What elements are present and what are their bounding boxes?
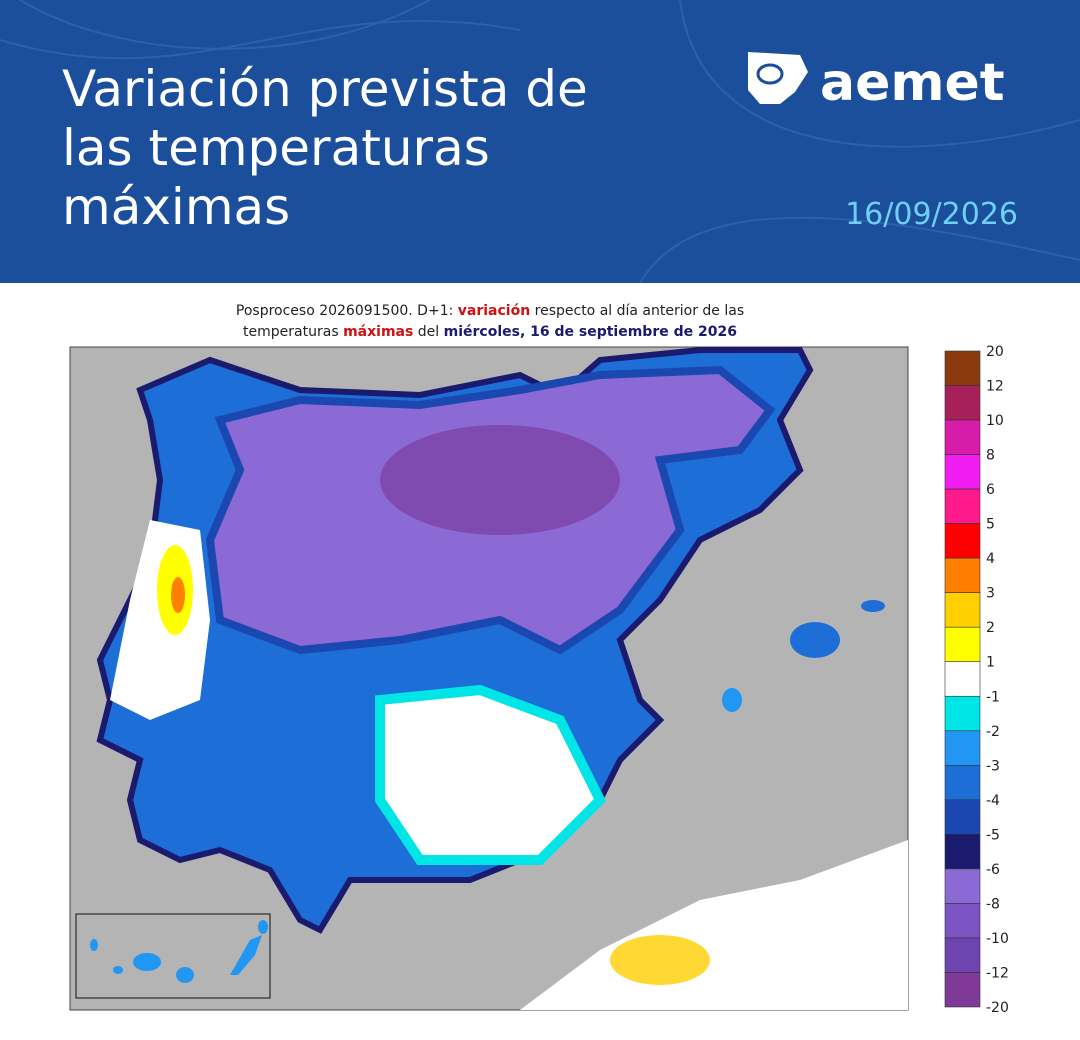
map	[69, 346, 909, 1011]
white-region	[375, 684, 607, 865]
orange-area	[171, 577, 185, 613]
legend-swatch	[944, 868, 981, 904]
legend-label: 4	[986, 551, 995, 567]
legend-label: -3	[986, 758, 1000, 774]
yellow-africa	[610, 935, 710, 985]
dark-purple-region	[380, 425, 620, 535]
subtitle-part: miércoles, 16 de septiembre de 2026	[444, 324, 737, 340]
logo: aemet	[748, 52, 1005, 113]
legend-label: -8	[986, 896, 1000, 912]
legend-label: 12	[986, 379, 1004, 395]
logo-icon-swirl	[756, 63, 784, 85]
legend-label: 1	[986, 655, 995, 671]
subtitle-part: del	[418, 324, 439, 340]
ibiza	[722, 688, 742, 712]
legend-swatch	[944, 419, 981, 455]
legend-swatch	[944, 350, 981, 386]
legend-swatch	[944, 765, 981, 801]
title-line: Variación prevista de	[62, 60, 588, 118]
subtitle-part: temperaturas	[243, 324, 339, 340]
date: 16/09/2026	[845, 197, 1018, 232]
legend-label: -4	[986, 793, 1000, 809]
legend-label: 2	[986, 620, 995, 636]
legend-label: 6	[986, 482, 995, 498]
header-decor	[0, 0, 1080, 284]
legend-swatch	[944, 937, 981, 973]
legend-label: -12	[986, 965, 1009, 981]
legend-swatch	[944, 385, 981, 421]
legend-swatch	[944, 972, 981, 1008]
subtitle-part: Posproceso 2026091500. D+1:	[236, 303, 453, 319]
legend-label: 10	[986, 413, 1004, 429]
subtitle-part: máximas	[343, 324, 413, 340]
map-subtitle: temperaturas máximas del miércoles, 16 d…	[243, 324, 737, 340]
legend-label: 20	[986, 344, 1004, 360]
subtitle-part: variación	[458, 303, 530, 319]
legend-swatch	[944, 454, 981, 490]
legend-label: 3	[986, 586, 995, 602]
legend-swatch	[944, 592, 981, 628]
canary-inset	[75, 913, 271, 999]
title-line: las temperaturas	[62, 119, 490, 177]
legend-label: 5	[986, 517, 995, 533]
legend-swatch	[944, 557, 981, 593]
legend-swatch	[944, 834, 981, 870]
legend-swatch	[944, 523, 981, 559]
legend-label: -20	[986, 1000, 1009, 1016]
legend: 20 12 10 8 6 5 4 3 2 1 -1 -2 -3 -4 -5 -6 -8 -10 -12 -20	[944, 344, 1009, 1016]
legend-swatch	[944, 695, 981, 732]
legend-swatch	[944, 488, 981, 524]
mallorca	[790, 622, 840, 658]
legend-swatch	[944, 626, 981, 663]
legend-swatch	[944, 903, 981, 939]
legend-swatch	[944, 661, 981, 697]
legend-label: -6	[986, 862, 1000, 878]
map-subtitle: Posproceso 2026091500. D+1: variación re…	[236, 303, 744, 319]
subtitle-part: respecto al día anterior de las	[535, 303, 744, 319]
legend-swatch	[944, 799, 981, 835]
title-line: máximas	[62, 178, 290, 236]
legend-label: 8	[986, 448, 995, 464]
legend-label: -2	[986, 724, 1000, 740]
legend-swatch	[944, 730, 981, 766]
menorca	[861, 600, 885, 612]
legend-label: -10	[986, 931, 1009, 947]
legend-label: -5	[986, 827, 1000, 843]
canary-islands	[90, 920, 268, 983]
logo-text: aemet	[820, 53, 1005, 113]
legend-label: -1	[986, 689, 1000, 705]
